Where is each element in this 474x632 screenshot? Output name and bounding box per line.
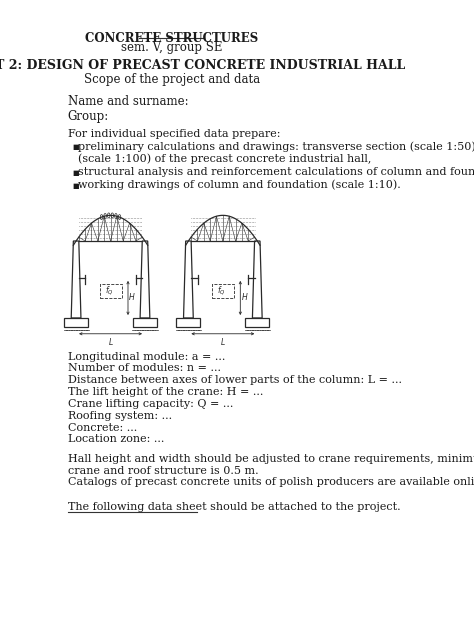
Text: The following data sheet should be attached to the project.: The following data sheet should be attac… [68, 502, 400, 511]
Text: Concrete: ...: Concrete: ... [68, 423, 137, 432]
Text: sem. V, group SE: sem. V, group SE [121, 40, 223, 54]
Text: working drawings of column and foundation (scale 1:10).: working drawings of column and foundatio… [78, 180, 401, 190]
Text: $f_Q$: $f_Q$ [105, 284, 114, 297]
Text: PROJECT 2: DESIGN OF PRECAST CONCRETE INDUSTRIAL HALL: PROJECT 2: DESIGN OF PRECAST CONCRETE IN… [0, 59, 405, 73]
Text: H: H [129, 293, 135, 303]
Text: Roofing system: ...: Roofing system: ... [68, 411, 172, 421]
Text: structural analysis and reinforcement calculations of column and foundation,: structural analysis and reinforcement ca… [78, 167, 474, 177]
Text: Hall height and width should be adjusted to crane requirements, minimum distance: Hall height and width should be adjusted… [68, 454, 474, 487]
Text: Location zone: ...: Location zone: ... [68, 434, 164, 444]
Text: Longitudinal module: a = ...: Longitudinal module: a = ... [68, 351, 225, 362]
Text: CONCRETE STRUCTURES: CONCRETE STRUCTURES [85, 32, 258, 45]
Text: H: H [241, 293, 247, 303]
Text: The lift height of the crane: H = ...: The lift height of the crane: H = ... [68, 387, 263, 397]
Text: For individual specified data prepare:: For individual specified data prepare: [68, 128, 280, 138]
Text: L: L [109, 337, 113, 347]
Text: Distance between axes of lower parts of the column: L = ...: Distance between axes of lower parts of … [68, 375, 401, 386]
Text: ■: ■ [73, 143, 79, 151]
Text: Crane lifting capacity: Q = ...: Crane lifting capacity: Q = ... [68, 399, 233, 409]
Text: ■: ■ [73, 169, 79, 177]
Text: Group:: Group: [68, 110, 109, 123]
Text: preliminary calculations and drawings: transverse section (scale 1:50) and plan : preliminary calculations and drawings: t… [78, 142, 474, 164]
Text: Name and surname:: Name and surname: [68, 95, 188, 108]
Text: $f_Q$: $f_Q$ [218, 284, 226, 297]
Text: ■: ■ [73, 182, 79, 190]
Text: L: L [221, 337, 225, 347]
Text: Number of modules: n = ...: Number of modules: n = ... [68, 363, 220, 374]
Text: Scope of the project and data: Scope of the project and data [84, 73, 260, 86]
